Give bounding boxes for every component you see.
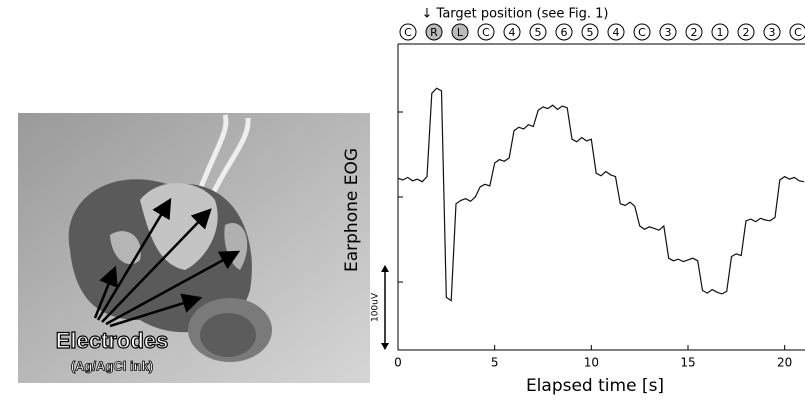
- x-axis-label: Elapsed time [s]: [526, 376, 664, 396]
- chart: ↓ Target position (see Fig. 1) Elapsed t…: [342, 7, 805, 397]
- photo: Electrodes (Ag/AgCl ink): [18, 113, 370, 383]
- x-tick-label: 5: [491, 356, 499, 370]
- target-label: C: [404, 26, 412, 39]
- target-label: R: [430, 26, 438, 39]
- target-label: 4: [613, 26, 620, 39]
- target-label: 2: [691, 26, 698, 39]
- target-label: 3: [769, 26, 776, 39]
- photo-label: Electrodes: [56, 328, 169, 353]
- target-label: C: [794, 26, 802, 39]
- scale-bar-label: 100uV: [371, 292, 381, 322]
- target-label: 4: [509, 26, 516, 39]
- x-tick-label: 20: [777, 356, 792, 370]
- ear-tip-center: [200, 313, 256, 357]
- target-label: 3: [665, 26, 672, 39]
- target-label: 5: [587, 26, 594, 39]
- target-label: 5: [535, 26, 542, 39]
- target-label: C: [638, 26, 646, 39]
- target-label: 6: [561, 26, 568, 39]
- photo-sublabel: (Ag/AgCl ink): [71, 358, 153, 373]
- annotation: ↓ Target position (see Fig. 1): [422, 7, 609, 22]
- y-axis-label: Earphone EOG: [342, 148, 362, 272]
- eog-trace: [398, 88, 804, 301]
- target-label: C: [482, 26, 490, 39]
- target-label: 1: [717, 26, 724, 39]
- x-tick-label: 15: [680, 356, 695, 370]
- x-tick-label: 0: [394, 356, 402, 370]
- target-label: L: [457, 26, 464, 39]
- figure: Electrodes (Ag/AgCl ink) ↓ Target positi…: [0, 0, 805, 402]
- target-label: 2: [743, 26, 750, 39]
- x-tick-label: 10: [584, 356, 599, 370]
